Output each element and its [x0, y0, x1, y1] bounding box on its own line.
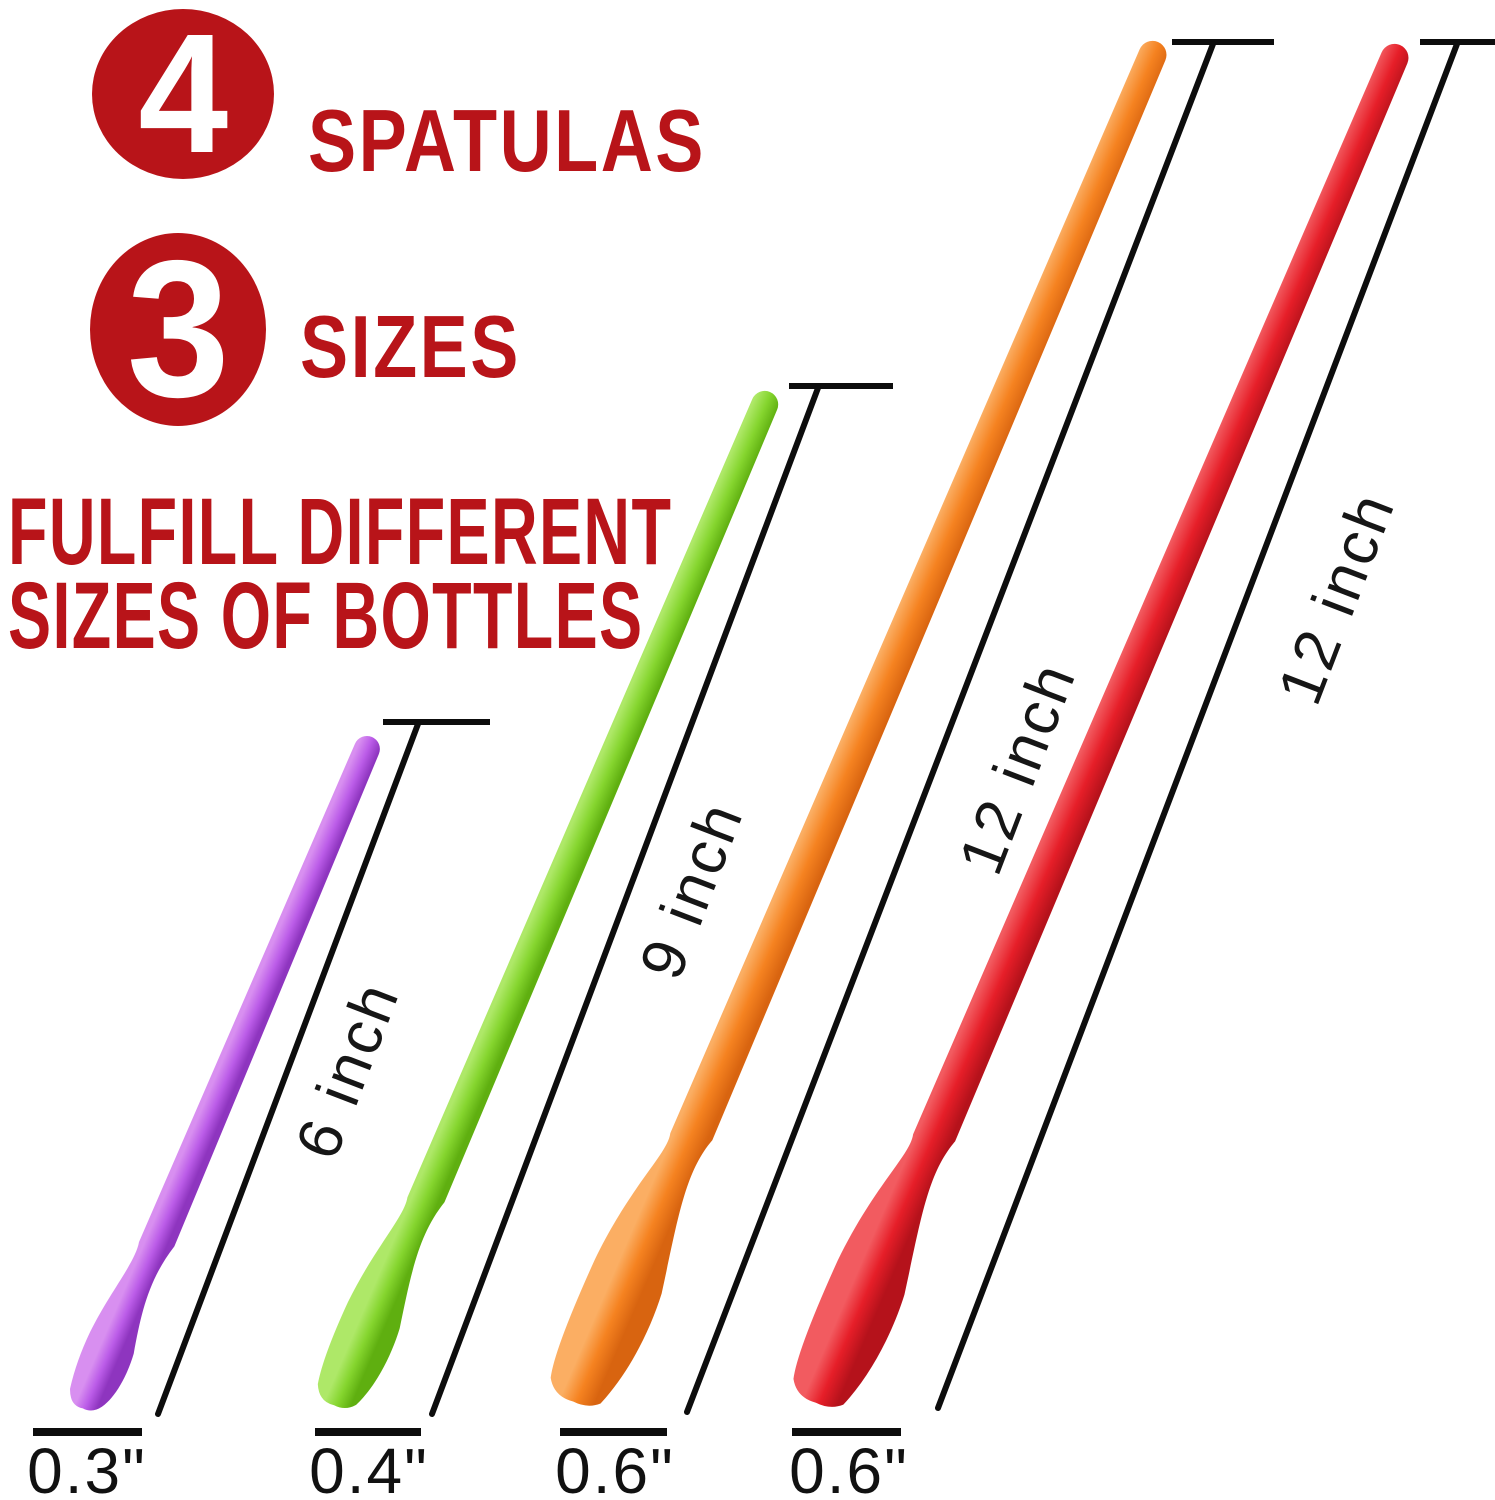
width-label-red: 0.6": [789, 1435, 909, 1500]
sizes-heading: SIZES: [300, 297, 521, 396]
spatula-purple: [70, 735, 380, 1411]
width-label-orange: 0.6": [555, 1435, 675, 1500]
spatula-count: 4: [138, 0, 228, 189]
count-badge-spatulas: 4: [92, 9, 274, 179]
spatula-orange: [550, 40, 1167, 1406]
dimension-line-red: [935, 41, 1460, 1411]
spatula-green: [317, 390, 779, 1409]
dimension-line-purple: [155, 721, 421, 1417]
caption-line-2: SIZES OF BOTTLES: [8, 563, 644, 669]
spatulas-heading: SPATULAS: [308, 91, 706, 190]
dimension-line-orange: [684, 41, 1216, 1415]
dimension-line-green: [429, 385, 821, 1417]
size-count: 3: [126, 220, 230, 438]
spatula-red: [793, 43, 1409, 1407]
width-label-green: 0.4": [309, 1435, 429, 1500]
caption: FULFILL DIFFERENT SIZES OF BOTTLES: [8, 479, 673, 669]
width-label-purple: 0.3": [27, 1435, 147, 1500]
count-badge-sizes: 3: [90, 220, 266, 438]
caption-line-1: FULFILL DIFFERENT: [8, 479, 673, 585]
